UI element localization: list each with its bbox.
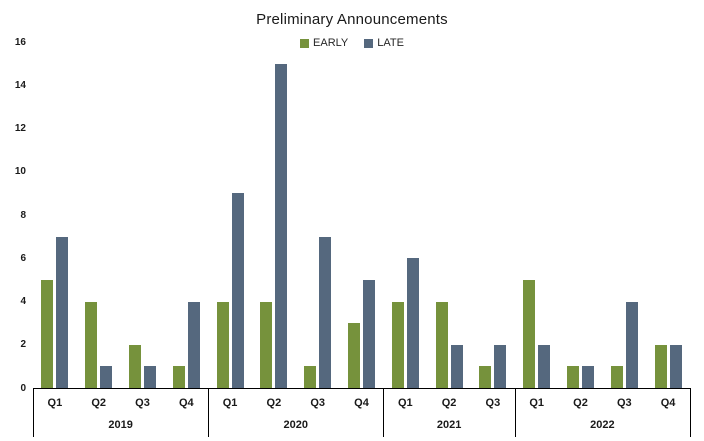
bar-early-2020-Q2: [260, 301, 273, 388]
x-label-year: 2020: [283, 419, 309, 431]
bar-early-2022-Q1: [523, 279, 536, 388]
x-label-quarter: Q3: [616, 397, 632, 409]
group-separator: [515, 388, 516, 437]
legend-label: EARLY: [313, 37, 349, 49]
y-tick-label: 12: [14, 123, 26, 134]
legend: EARLY LATE: [0, 37, 704, 49]
bar-late-2019-Q3: [144, 366, 156, 388]
x-label-quarter: Q2: [573, 397, 588, 409]
bar-early-2021-Q3: [479, 366, 492, 388]
bar-late-2020-Q3: [319, 236, 332, 388]
bar-early-2021-Q2: [435, 301, 448, 388]
bar-late-2021-Q1: [406, 258, 419, 389]
legend-item-late: LATE: [364, 37, 404, 49]
bar-late-2022-Q2: [582, 366, 594, 388]
bar-late-2021-Q3: [494, 344, 507, 389]
bar-early-2022-Q4: [654, 344, 667, 389]
bar-late-2020-Q2: [275, 63, 288, 388]
y-tick-label: 2: [20, 339, 26, 351]
x-label-quarter: Q4: [178, 397, 194, 409]
x-label-quarter: Q3: [310, 397, 326, 409]
y-tick-label: 14: [14, 79, 26, 91]
x-axis-line: [33, 388, 691, 389]
bar-early-2019-Q4: [172, 366, 185, 388]
x-label-year: 2019: [108, 419, 133, 431]
x-label-quarter: Q1: [47, 397, 63, 409]
legend-item-early: EARLY: [300, 37, 348, 49]
x-label-quarter: Q2: [441, 397, 457, 409]
y-tick-label: 8: [20, 209, 26, 221]
bar-late-2019-Q2: [100, 366, 113, 388]
legend-swatch-icon: [364, 38, 374, 48]
group-separator: [383, 388, 384, 437]
bar-early-2021-Q1: [391, 301, 404, 388]
x-label-quarter: Q3: [135, 397, 150, 409]
bar-early-2019-Q2: [85, 301, 98, 388]
group-separator: [33, 388, 34, 437]
x-label-quarter: Q4: [660, 397, 676, 409]
bar-late-2021-Q2: [450, 344, 463, 389]
bar-late-2022-Q3: [625, 301, 638, 388]
chart-title: Preliminary Announcements: [256, 11, 448, 28]
x-label-quarter: Q1: [529, 397, 545, 409]
bar-early-2022-Q2: [567, 366, 579, 388]
x-label-quarter: Q2: [266, 397, 282, 409]
legend-label: LATE: [377, 37, 404, 49]
bar-early-2020-Q3: [304, 366, 317, 388]
bar-late-2022-Q4: [669, 344, 682, 389]
bar-late-2020-Q4: [363, 279, 375, 388]
bar-late-2019-Q1: [56, 236, 69, 388]
bar-late-2020-Q1: [231, 193, 244, 388]
group-separator: [690, 388, 691, 437]
group-separator: [208, 388, 209, 437]
bar-late-2019-Q4: [187, 301, 200, 388]
x-label-quarter: Q3: [485, 397, 501, 409]
x-label-year: 2021: [436, 419, 462, 431]
bar-early-2020-Q1: [216, 301, 229, 388]
bar-early-2019-Q3: [129, 344, 141, 389]
x-label-quarter: Q1: [397, 397, 413, 409]
y-tick-label: 4: [20, 296, 26, 307]
y-tick-label: 6: [20, 252, 26, 264]
x-label-quarter: Q4: [354, 397, 369, 409]
y-tick-label: 16: [14, 36, 26, 48]
bar-early-2019-Q1: [41, 279, 54, 388]
y-tick-label: 0: [20, 382, 26, 394]
x-label-quarter: Q2: [91, 397, 107, 409]
x-label-quarter: Q1: [222, 397, 238, 409]
x-label-year: 2022: [590, 419, 615, 431]
bar-late-2022-Q1: [538, 344, 551, 389]
legend-swatch-icon: [300, 38, 310, 48]
y-tick-label: 10: [14, 166, 26, 178]
bar-early-2020-Q4: [348, 323, 360, 388]
bar-early-2022-Q3: [610, 366, 623, 388]
